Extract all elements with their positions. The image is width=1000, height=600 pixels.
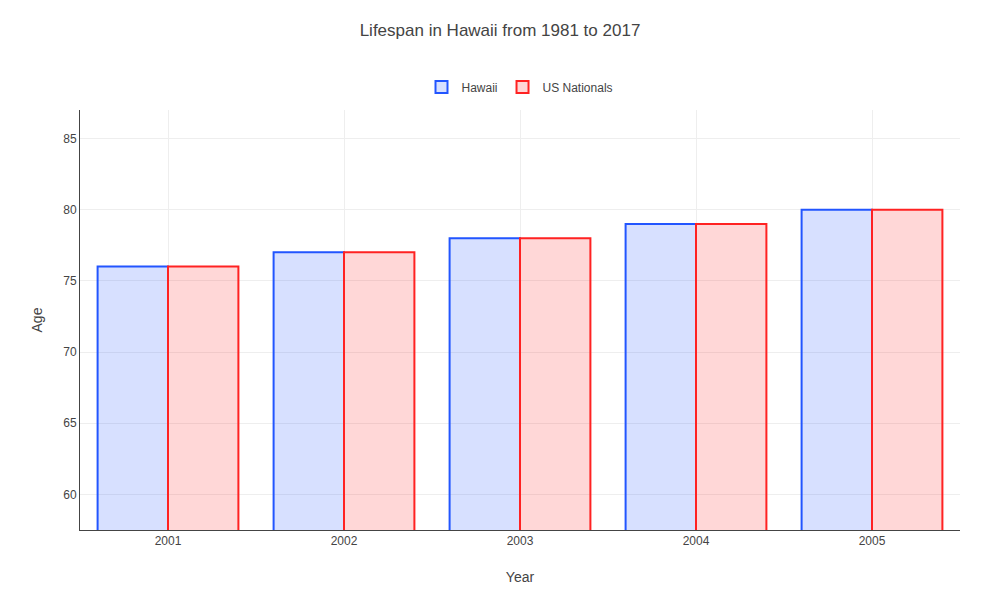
svg-text:US Nationals: US Nationals — [543, 81, 613, 95]
svg-text:65: 65 — [63, 416, 77, 430]
svg-text:Hawaii: Hawaii — [462, 81, 498, 95]
svg-text:Age: Age — [29, 307, 45, 332]
svg-text:80: 80 — [63, 203, 77, 217]
svg-text:2002: 2002 — [331, 534, 358, 548]
svg-text:2003: 2003 — [507, 534, 534, 548]
svg-text:Year: Year — [506, 569, 535, 585]
svg-text:75: 75 — [63, 274, 77, 288]
svg-text:2004: 2004 — [683, 534, 710, 548]
svg-text:70: 70 — [63, 345, 77, 359]
svg-text:Lifespan in Hawaii from 1981 t: Lifespan in Hawaii from 1981 to 2017 — [360, 21, 641, 40]
svg-text:85: 85 — [63, 132, 77, 146]
svg-text:2005: 2005 — [859, 534, 886, 548]
svg-text:60: 60 — [63, 488, 77, 502]
svg-text:2001: 2001 — [155, 534, 182, 548]
